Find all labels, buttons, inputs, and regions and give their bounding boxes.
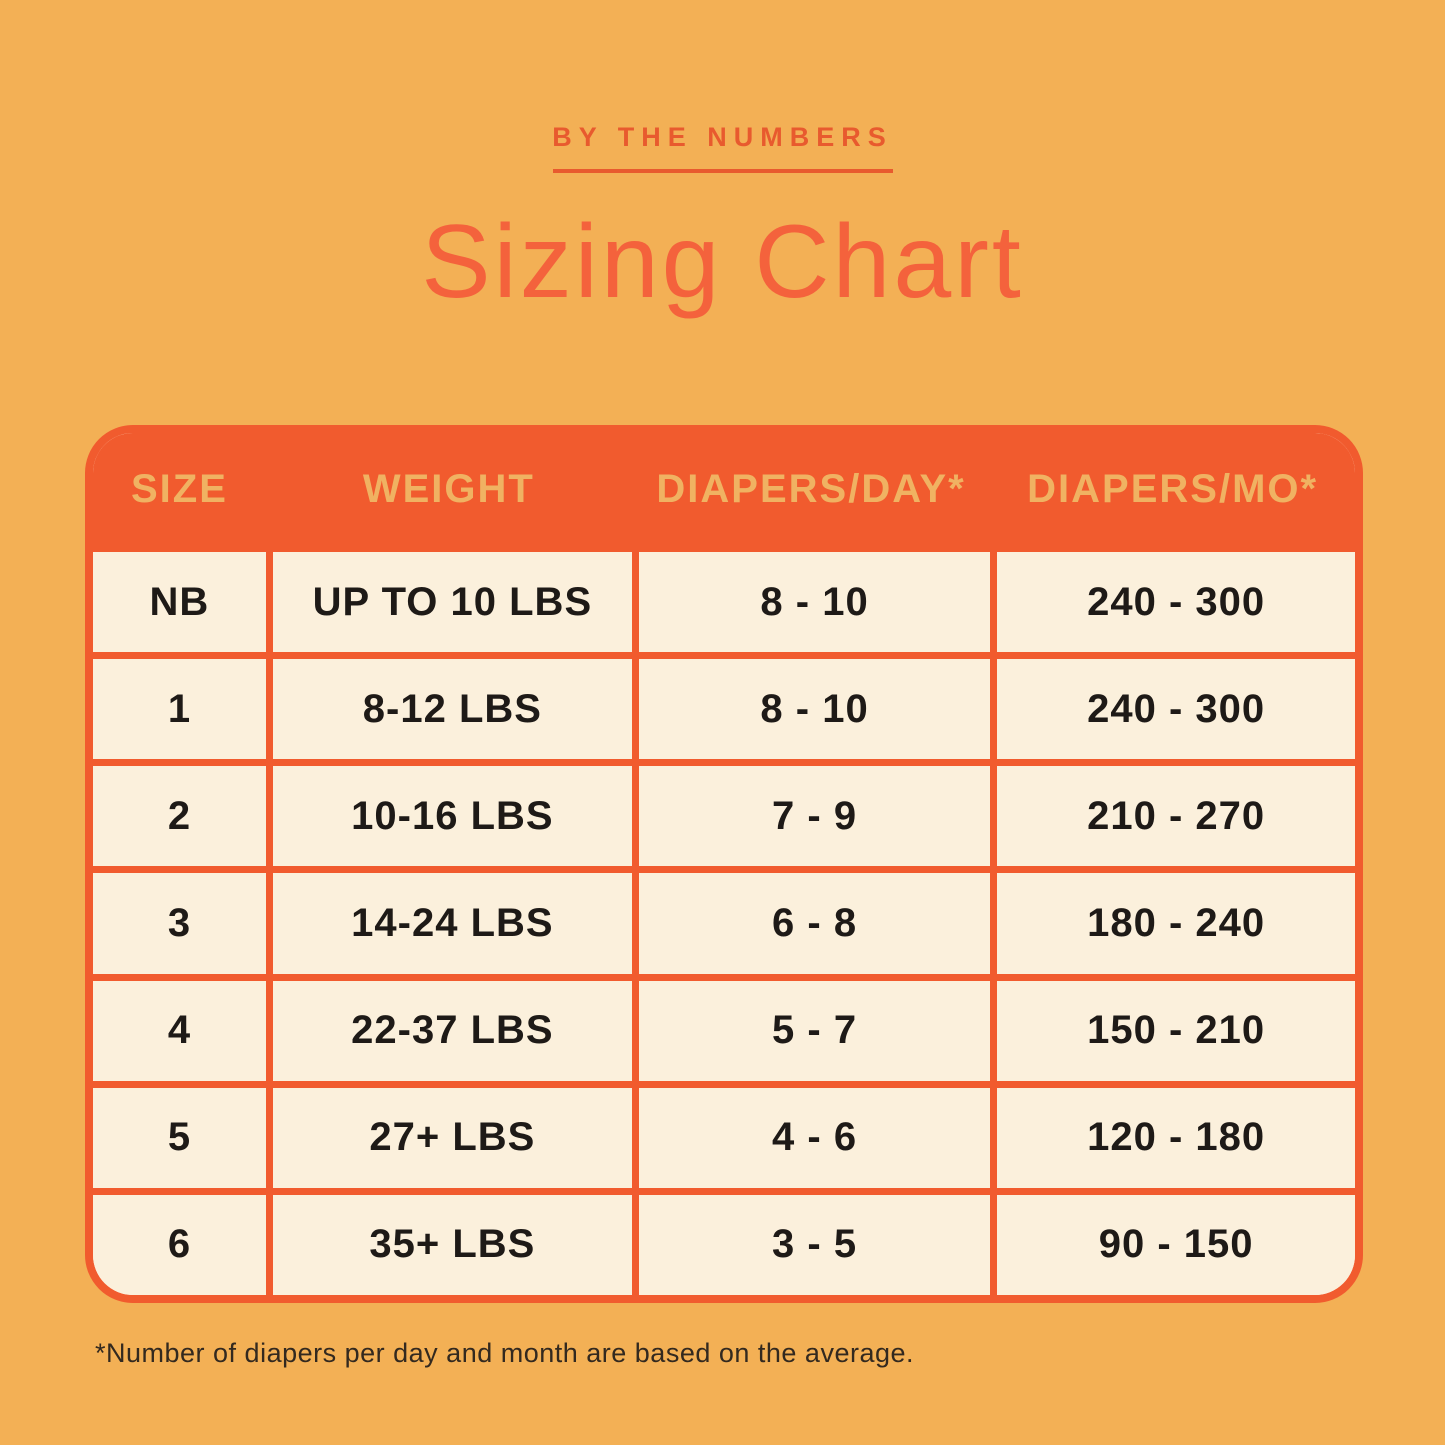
table-row: 4 22-37 LBS 5 - 7 150 - 210 [93, 973, 1355, 1081]
table-cell: 120 - 180 [990, 1087, 1355, 1188]
table-cell: 3 [167, 900, 192, 945]
table-cell: 8 - 10 [631, 552, 990, 653]
column-header-weight: WEIGHT [362, 466, 535, 511]
table-row: NB UP TO 10 LBS 8 - 10 240 - 300 [93, 545, 1355, 653]
table-cell: 5 [167, 1115, 192, 1160]
table-cell: 7 - 9 [631, 766, 990, 867]
table-cell: 2 [167, 793, 192, 838]
table-cell: 10-16 LBS [265, 766, 632, 867]
column-header-diapers-day: DIAPERS/DAY* [656, 466, 966, 511]
table-cell: 8 - 10 [631, 659, 990, 760]
table-cell: 5 - 7 [631, 980, 990, 1081]
eyebrow-text: BY THE NUMBERS [552, 122, 893, 152]
table-cell: 22-37 LBS [265, 980, 632, 1081]
table-cell: 14-24 LBS [265, 873, 632, 974]
table-cell: 240 - 300 [990, 659, 1355, 760]
column-header-diapers-month: DIAPERS/MO* [1027, 466, 1319, 511]
eyebrow-divider [552, 169, 893, 173]
table-cell: 150 - 210 [990, 980, 1355, 1081]
table-row: 6 35+ LBS 3 - 5 90 - 150 [93, 1187, 1355, 1295]
table-cell: 1 [167, 686, 192, 731]
table-header-row: SIZE WEIGHT DIAPERS/DAY* DIAPERS/MO* [93, 433, 1355, 545]
table-cell: 4 - 6 [631, 1087, 990, 1188]
table-cell: 4 [167, 1008, 192, 1053]
table-row: 5 27+ LBS 4 - 6 120 - 180 [93, 1080, 1355, 1188]
table-row: 3 14-24 LBS 6 - 8 180 - 240 [93, 866, 1355, 974]
page-title: Sizing Chart [421, 204, 1024, 320]
table-cell: 8-12 LBS [265, 659, 632, 760]
table-cell: 27+ LBS [265, 1087, 632, 1188]
column-header-size: SIZE [130, 466, 228, 511]
table-cell: 240 - 300 [990, 552, 1355, 653]
table-cell: 35+ LBS [265, 1194, 632, 1295]
footnote-text: *Number of diapers per day and month are… [95, 1338, 914, 1368]
table-cell: 6 [167, 1222, 192, 1267]
sizing-table: SIZE WEIGHT DIAPERS/DAY* DIAPERS/MO* NB U… [85, 425, 1363, 1303]
table-cell: UP TO 10 LBS [265, 552, 632, 653]
table-cell: NB [149, 579, 210, 624]
table-row: 2 10-16 LBS 7 - 9 210 - 270 [93, 759, 1355, 867]
table-cell: 210 - 270 [990, 766, 1355, 867]
table-cell: 90 - 150 [990, 1194, 1355, 1295]
table-row: 1 8-12 LBS 8 - 10 240 - 300 [93, 652, 1355, 760]
table-cell: 6 - 8 [631, 873, 990, 974]
table-cell: 180 - 240 [990, 873, 1355, 974]
table-cell: 3 - 5 [631, 1194, 990, 1295]
